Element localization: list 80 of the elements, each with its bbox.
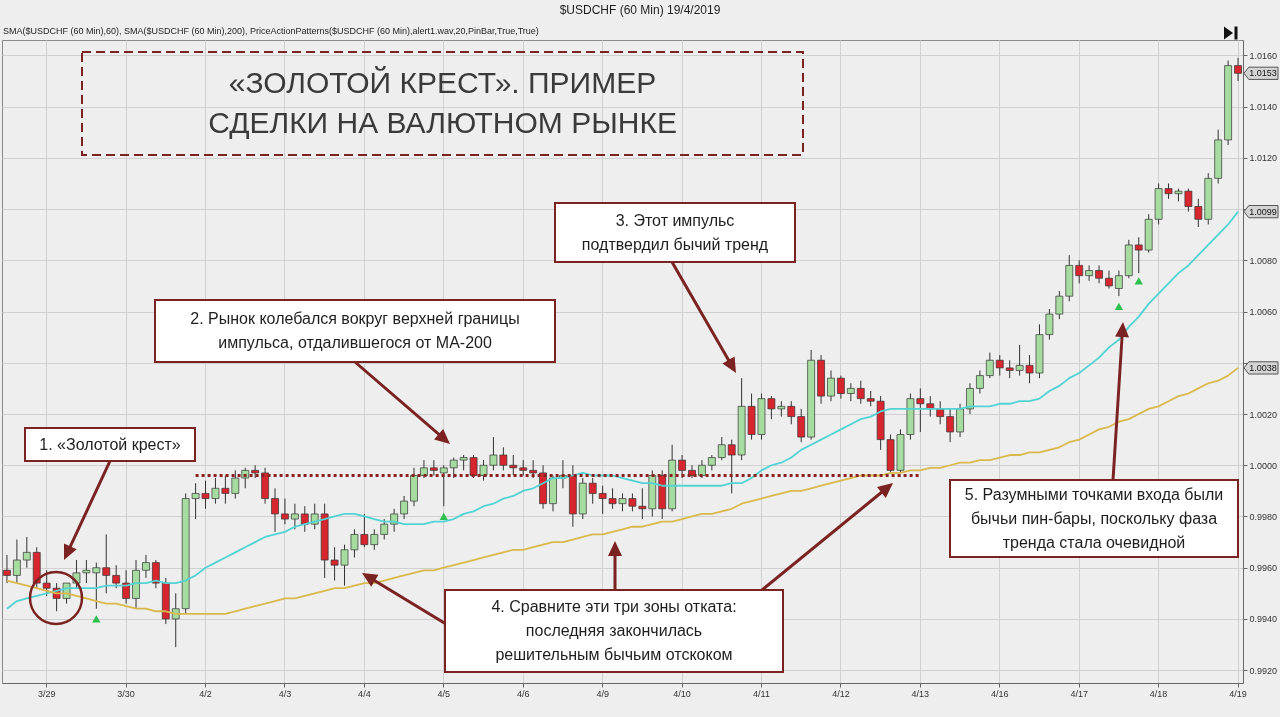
candlestick <box>1075 259 1084 284</box>
y-tick-label: 0.9960 <box>1249 563 1278 574</box>
x-tick-label: 4/19 <box>1229 688 1247 699</box>
x-tick-label: 4/10 <box>673 688 691 699</box>
y-tick-label: 0.9980 <box>1249 511 1278 522</box>
x-tick-label: 4/5 <box>437 688 451 699</box>
candlestick <box>122 569 130 605</box>
x-tick-label: 4/6 <box>516 688 530 699</box>
annotation: 1.0038 <box>1249 362 1277 373</box>
chart-subtitle: $USDCHF (60 Min) 19/4/2019 <box>559 3 721 17</box>
annotation: 3. Этот импульс подтвердил бычий тренд <box>581 211 769 253</box>
annotation: 5. Разумными точками входа были бычьи пин-бары, поскольку фаза тренда стала очевидной <box>964 485 1224 551</box>
candlestick <box>678 454 686 479</box>
candlestick <box>142 554 150 579</box>
x-tick-label: 4/16 <box>991 688 1009 699</box>
x-tick-label: 4/18 <box>1149 688 1168 699</box>
candlestick <box>827 369 835 402</box>
candlestick <box>449 457 458 479</box>
candlestick <box>439 464 448 507</box>
candlestick <box>837 375 845 400</box>
x-tick-label: 3/29 <box>37 688 56 699</box>
y-tick-label: 0.9940 <box>1249 614 1278 625</box>
candlestick <box>380 518 389 541</box>
candlestick <box>281 498 289 525</box>
text: SMA($USDCHF (60 Min),60), SMA($USDCHF (60 Min),200), PriceActionPatterns($USDCHF (60 Min),alert1.wav,20,PinBar,True,True) <box>3 26 539 36</box>
candlestick <box>787 400 796 425</box>
candlestick <box>171 592 180 648</box>
x-tick-label: 3/30 <box>117 688 135 699</box>
candlestick <box>797 408 806 443</box>
candlestick <box>856 380 865 405</box>
candlestick <box>3 554 11 584</box>
annotation: 1. «Золотой крест» <box>39 435 181 453</box>
candlestick <box>717 436 726 461</box>
candlestick <box>985 352 994 379</box>
annotation: 4. Сравните эти три зоны отката: последняя закончилась решительным бычьим отскоком <box>491 598 737 663</box>
y-tick-label: 1.0060 <box>1249 307 1278 318</box>
candlestick <box>102 533 111 594</box>
candlestick <box>291 503 299 530</box>
point <box>92 615 101 623</box>
candlestick <box>152 559 160 589</box>
x-tick-label: 4/13 <box>911 688 930 699</box>
x-tick-label: 4/4 <box>358 688 371 699</box>
y-tick-label: 1.0080 <box>1249 255 1278 266</box>
y-tick-label: 1.0120 <box>1249 153 1278 164</box>
point <box>1134 277 1143 285</box>
candlestick <box>1134 236 1143 274</box>
y-tick-label: 1.0000 <box>1249 460 1278 471</box>
candlestick <box>22 536 31 569</box>
candlestick <box>13 539 21 584</box>
candlestick <box>966 382 974 415</box>
x-tick-label: 4/11 <box>753 688 770 699</box>
candlestick <box>112 564 121 589</box>
candlestick <box>946 408 954 443</box>
x-tick-label: 4/2 <box>199 688 212 699</box>
candlestick <box>1095 264 1103 284</box>
text: «ЗОЛОТОЙ КРЕСТ». ПРИМЕР СДЕЛКИ НА ВАЛЮТНОМ РЫНКЕ <box>208 65 677 139</box>
x-tick-label: 4/3 <box>278 688 292 699</box>
x-tick-label: 4/17 <box>1070 688 1088 699</box>
candlestick <box>1234 57 1242 82</box>
candlestick <box>976 369 984 395</box>
y-tick-label: 0.9920 <box>1249 665 1278 676</box>
candlestick <box>300 505 309 533</box>
annotation: 1.0153 <box>1249 68 1277 79</box>
annotation: 1.0099 <box>1249 206 1277 217</box>
y-tick-label: 1.0160 <box>1249 50 1278 61</box>
candlestick <box>1085 264 1093 282</box>
candlestick <box>430 459 438 476</box>
point <box>1114 302 1124 311</box>
x-tick-label: 4/12 <box>832 688 850 699</box>
y-tick-label: 1.0020 <box>1249 409 1278 420</box>
y-tick-label: 1.0140 <box>1249 102 1278 113</box>
candlestick <box>271 487 279 533</box>
point <box>439 512 448 521</box>
candlestick <box>529 459 537 479</box>
candlestick <box>956 403 964 438</box>
x-tick-label: 4/9 <box>596 688 609 699</box>
annotation: 2. Рынок колебался вокруг верхней границы импульса, отдалившегося от MA-200 <box>190 310 520 351</box>
candlestick <box>995 354 1004 377</box>
candlestick <box>400 495 408 520</box>
candlestick <box>1115 270 1123 297</box>
